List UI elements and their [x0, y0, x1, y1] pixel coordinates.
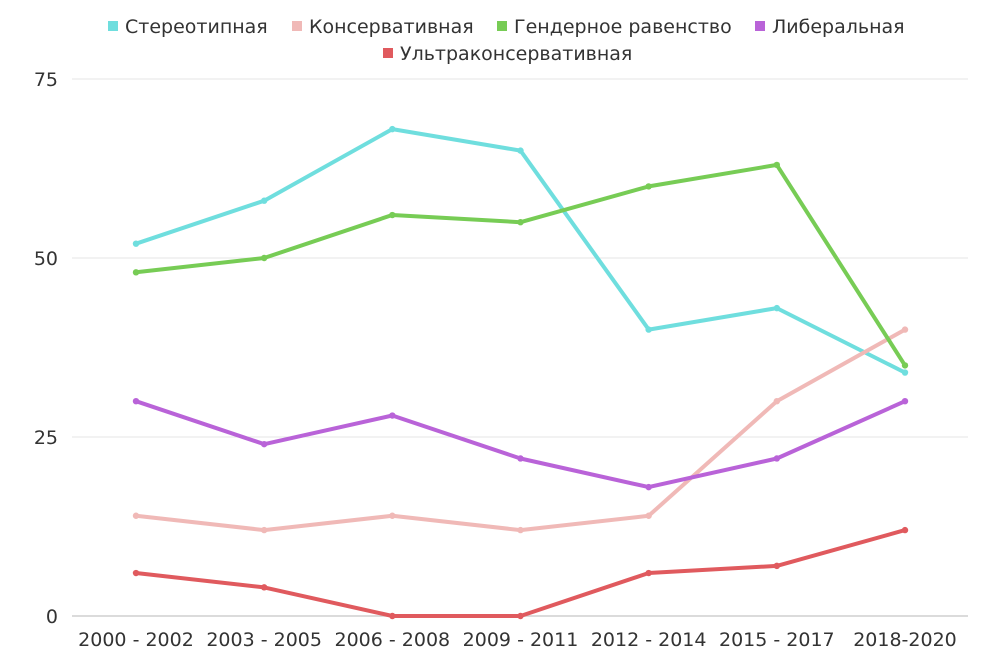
- data-point: [132, 398, 140, 405]
- legend-swatch: [292, 21, 302, 31]
- y-tick-label: 0: [46, 606, 58, 628]
- data-point: [901, 526, 909, 534]
- data-point: [389, 412, 396, 419]
- data-point: [389, 125, 396, 133]
- data-point: [517, 612, 524, 620]
- data-point: [901, 362, 909, 369]
- data-point: [517, 526, 524, 534]
- data-point: [645, 512, 652, 519]
- y-tick-label: 25: [34, 427, 58, 449]
- legend-swatch: [497, 21, 507, 31]
- series-line: [134, 127, 907, 375]
- data-point: [132, 269, 140, 276]
- data-point: [389, 211, 396, 219]
- data-point: [773, 161, 781, 169]
- data-point: [132, 569, 140, 577]
- series-line: [134, 528, 907, 618]
- data-point: [645, 569, 652, 577]
- legend-item: Гендерное равенство: [497, 16, 732, 38]
- series-1: [132, 125, 909, 376]
- x-tick-label: 2009 - 2011: [463, 629, 579, 651]
- legend-swatch: [108, 21, 118, 31]
- data-point: [901, 326, 909, 333]
- data-point: [260, 584, 268, 591]
- data-point: [389, 512, 396, 519]
- data-point: [260, 526, 268, 534]
- x-tick-label: 2000 - 2002: [78, 629, 194, 651]
- y-axis-ticks: 0 25 50 75: [34, 69, 58, 628]
- legend-label: Стереотипная: [125, 16, 268, 38]
- data-point: [901, 369, 909, 376]
- grid: [72, 78, 968, 617]
- data-point: [517, 455, 524, 462]
- data-point: [260, 254, 268, 262]
- legend-swatch: [755, 21, 765, 31]
- legend-label: Ультраконсервативная: [400, 43, 632, 65]
- series-line: [134, 399, 907, 490]
- legend-item: Ультраконсервативная: [383, 43, 632, 65]
- legend-label: Либеральная: [772, 16, 905, 38]
- data-point: [773, 304, 781, 312]
- x-tick-label: 2018-2020: [853, 629, 957, 651]
- legend-swatch: [383, 48, 393, 58]
- series-line: [134, 327, 907, 533]
- series-lines: [132, 125, 909, 620]
- y-tick-label: 50: [34, 248, 58, 270]
- data-point: [645, 183, 652, 190]
- data-point: [517, 147, 524, 154]
- legend-item: Либеральная: [755, 16, 905, 38]
- series-4: [132, 398, 909, 491]
- legend-label: Консервативная: [309, 16, 474, 38]
- x-tick-label: 2012 - 2014: [591, 629, 707, 651]
- data-point: [901, 398, 909, 405]
- data-point: [773, 455, 781, 462]
- y-tick-label: 75: [34, 69, 58, 91]
- x-tick-label: 2015 - 2017: [719, 629, 835, 651]
- data-point: [260, 197, 268, 204]
- x-tick-label: 2006 - 2008: [335, 629, 451, 651]
- data-point: [132, 240, 140, 247]
- series-3: [132, 161, 909, 369]
- data-point: [773, 398, 781, 405]
- series-line: [134, 162, 907, 368]
- legend-item: Консервативная: [292, 16, 474, 38]
- data-point: [645, 326, 652, 333]
- data-point: [132, 512, 140, 519]
- legend-label: Гендерное равенство: [514, 16, 732, 38]
- data-point: [517, 219, 524, 226]
- series-5: [132, 526, 909, 620]
- legend: Стереотипная Консервативная Гендерное раве…: [108, 16, 905, 65]
- data-point: [260, 440, 268, 448]
- data-point: [389, 612, 396, 620]
- x-axis-ticks: 2000 - 2002 2003 - 2005 2006 - 2008 2009 - …: [78, 629, 957, 651]
- legend-item: Стереотипная: [108, 16, 268, 38]
- data-point: [645, 483, 652, 491]
- x-tick-label: 2003 - 2005: [206, 629, 322, 651]
- series-2: [132, 326, 909, 534]
- data-point: [773, 562, 781, 570]
